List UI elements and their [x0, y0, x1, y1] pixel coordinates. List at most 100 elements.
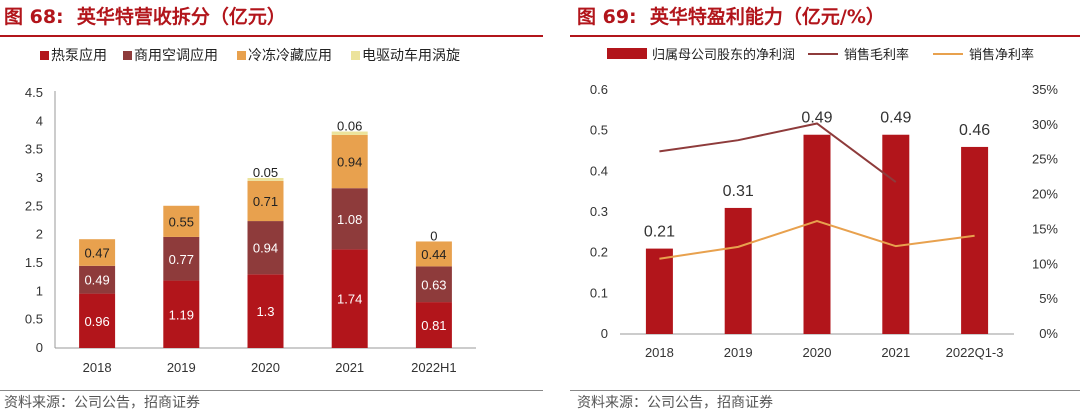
data-label: 0.81: [421, 318, 446, 333]
data-label: 0.46: [959, 122, 990, 139]
x-tick-label: 2018: [83, 360, 112, 375]
legend-swatch-3: [351, 51, 360, 60]
legend-swatch-1: [123, 51, 132, 60]
bar-segment-冷冻冷藏应用: [415, 241, 452, 267]
y-tick-label: 0.4: [590, 163, 608, 178]
data-label: 1.19: [169, 307, 194, 322]
data-label: 0.55: [169, 214, 194, 229]
footer-rule-left: [0, 390, 543, 391]
x-tick-label: 2019: [724, 345, 753, 360]
y2-tick-label: 5%: [1039, 291, 1058, 306]
x-tick-label: 2020: [251, 360, 280, 375]
y2-tick-label: 10%: [1032, 256, 1058, 271]
y2-tick-label: 0%: [1039, 326, 1058, 341]
footer-rule-right: [570, 390, 1080, 391]
legend-label-0: 热泵应用: [51, 47, 107, 63]
title-rule-left: [0, 35, 543, 37]
legend-label-line-0: 销售毛利率: [844, 47, 909, 62]
data-label: 0.21: [644, 224, 675, 241]
data-label: 0.94: [337, 155, 362, 170]
figure-title-69: 图 69: 英华特盈利能力（亿元/%）: [577, 6, 885, 28]
y-tick-label: 1: [36, 283, 43, 298]
data-label: 0.63: [421, 277, 446, 292]
bar-segment-冷冻冷藏应用: [163, 205, 200, 237]
legend-label-2: 冷冻冷藏应用: [248, 47, 332, 63]
profitability-chart: 归属母公司股东的净利润 销售毛利率 销售净利率 0 0.1 0.2 0.3 0.4 0.5 0.6…: [590, 47, 1059, 360]
y2-tick-label: 25%: [1032, 152, 1058, 167]
data-label: 0.05: [253, 165, 278, 180]
y-tick-label: 0.2: [590, 245, 608, 260]
data-label: 0.71: [253, 194, 278, 209]
data-label: 0.49: [880, 110, 911, 127]
x-tick-label: 2019: [167, 360, 196, 375]
data-label: 0: [430, 228, 437, 243]
y-tick-label: 1.5: [25, 255, 43, 270]
x-tick-label: 2021: [335, 360, 364, 375]
bar-segment-商用空调应用: [415, 266, 452, 303]
y-tick-label: 0.6: [590, 82, 608, 97]
x-tick-label: 2018: [645, 345, 674, 360]
profit-bar: [803, 134, 831, 334]
y-tick-label: 0: [601, 326, 608, 341]
x-tick-label: 2022Q1-3: [946, 345, 1004, 360]
y-tick-label: 3.5: [25, 142, 43, 157]
y-tick-label: 4.5: [25, 85, 43, 100]
data-label: 1.08: [337, 212, 362, 227]
bar-segment-热泵应用: [415, 302, 452, 348]
data-label: 0.94: [253, 241, 278, 256]
profit-bar: [961, 146, 989, 334]
profit-bar: [882, 134, 910, 334]
y2-tick-label: 20%: [1032, 187, 1058, 202]
data-label: 1.3: [256, 304, 274, 319]
x-tick-label: 2020: [803, 345, 832, 360]
y-tick-label: 0.5: [25, 312, 43, 327]
source-note-left: 资料来源：公司公告，招商证券: [4, 395, 200, 411]
y2-tick-label: 15%: [1032, 221, 1058, 236]
legend-label-3: 电驱动车用涡旋: [362, 47, 460, 63]
bar-segment-商用空调应用: [79, 265, 116, 294]
data-label: 0.49: [84, 273, 109, 288]
bar-segment-电驱动车用涡旋: [247, 178, 284, 181]
legend-swatch-0: [40, 51, 49, 60]
series-line-1: [659, 220, 975, 260]
data-label: 1.74: [337, 292, 362, 307]
profit-bar: [724, 207, 752, 334]
legend-swatch-2: [237, 51, 246, 60]
data-label: 0.31: [723, 183, 754, 200]
y-tick-label: 0: [36, 340, 43, 355]
y2-tick-label: 35%: [1032, 82, 1058, 97]
bar-segment-热泵应用: [331, 249, 368, 348]
legend-label-line-1: 销售净利率: [969, 47, 1034, 62]
data-label: 0.44: [421, 247, 446, 262]
legend-label-1: 商用空调应用: [134, 47, 218, 63]
bar-segment-热泵应用: [247, 274, 284, 348]
data-label: 0.77: [169, 252, 194, 267]
data-label: 0.47: [84, 246, 109, 261]
bar-segment-商用空调应用: [163, 236, 200, 281]
y-tick-label: 0.3: [590, 204, 608, 219]
data-label: 0.96: [84, 314, 109, 329]
bar-segment-商用空调应用: [247, 221, 284, 275]
bar-segment-热泵应用: [163, 280, 200, 348]
y-tick-label: 3: [36, 170, 43, 185]
bar-segment-商用空调应用: [331, 188, 368, 250]
y-tick-label: 0.1: [590, 285, 608, 300]
data-label: 0.06: [337, 119, 362, 134]
bar-segment-电驱动车用涡旋: [331, 131, 368, 135]
series-line-0: [659, 122, 897, 183]
data-label: 0.49: [801, 110, 832, 127]
y-tick-label: 0.5: [590, 123, 608, 138]
revenue-breakdown-chart: 热泵应用 商用空调应用 冷冻冷藏应用 电驱动车用涡旋 0 0.5 1 1.5 2 2.5 3 3.5 4…: [25, 47, 476, 375]
figure-title-68: 图 68: 英华特营收拆分（亿元）: [4, 6, 286, 28]
bar-segment-冷冻冷藏应用: [247, 180, 284, 222]
source-note-right: 资料来源：公司公告，招商证券: [577, 395, 773, 411]
y-tick-label: 2: [36, 227, 43, 242]
y-tick-label: 4: [36, 113, 43, 128]
x-tick-label: 2022H1: [411, 360, 457, 375]
y2-tick-label: 30%: [1032, 117, 1058, 132]
bar-segment-冷冻冷藏应用: [331, 134, 368, 189]
legend-swatch-bar: [607, 48, 647, 59]
y-tick-label: 2.5: [25, 198, 43, 213]
legend-label-bar: 归属母公司股东的净利润: [652, 47, 795, 62]
x-tick-label: 2021: [881, 345, 910, 360]
